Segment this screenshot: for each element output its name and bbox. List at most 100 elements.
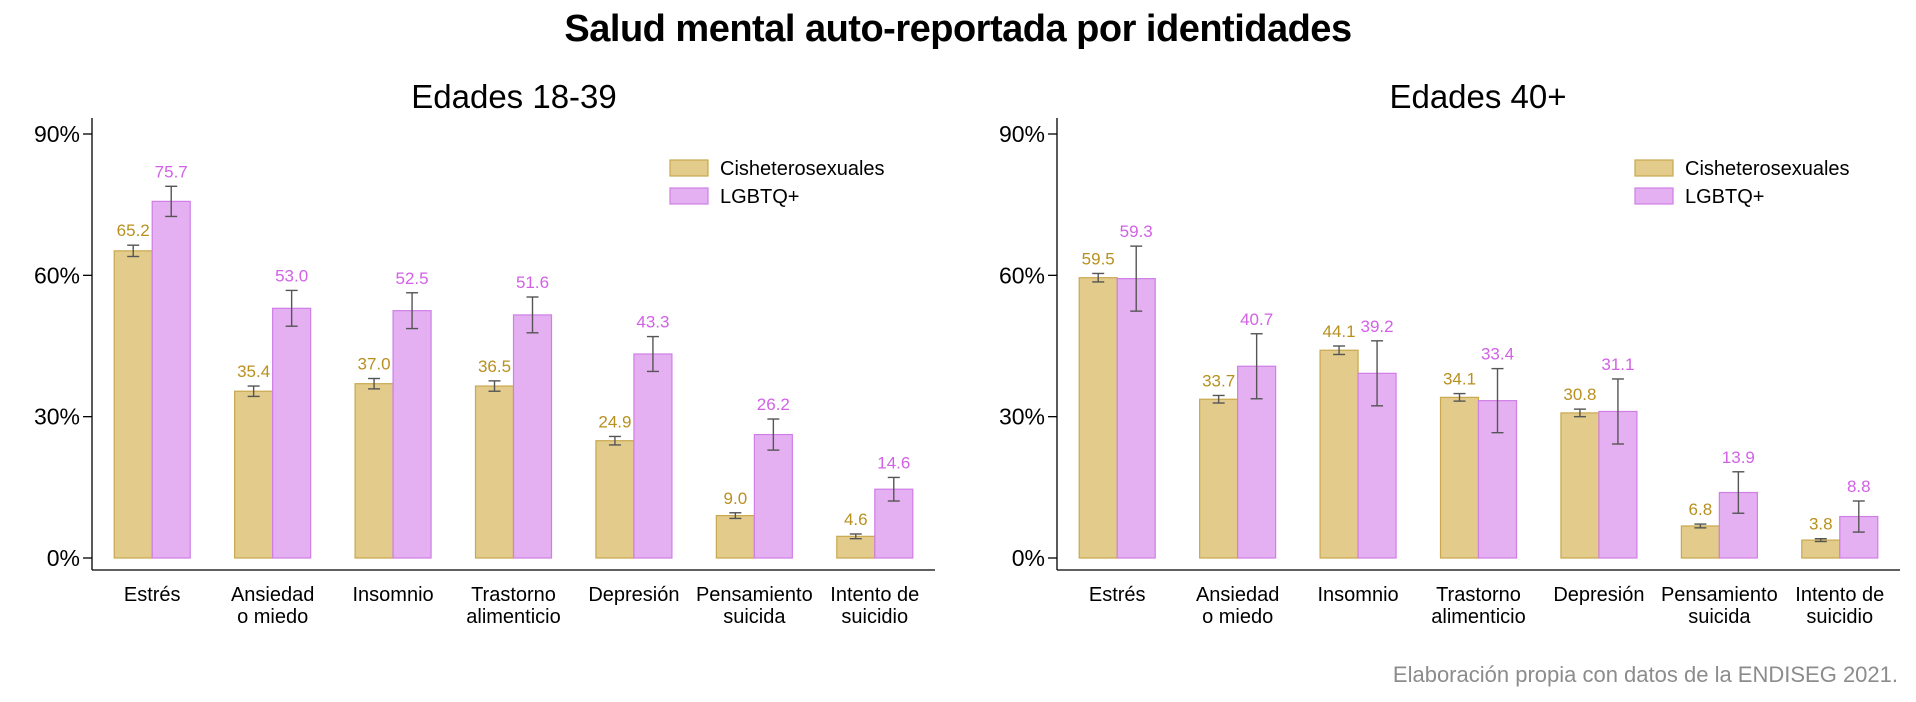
data-label: 36.5 xyxy=(478,357,511,376)
legend-label: LGBTQ+ xyxy=(720,186,799,208)
x-tick-label: Intento de suicidio xyxy=(830,584,919,628)
x-tick-label-line: alimenticio xyxy=(466,606,560,628)
data-label: 13.9 xyxy=(1722,448,1755,467)
y-tick-label: 0% xyxy=(1012,545,1045,571)
bar-cisheterosexuales xyxy=(836,535,876,559)
legend-swatch-cisheterosexuales xyxy=(1634,159,1674,177)
data-label: 44.1 xyxy=(1323,322,1356,341)
y-tick-label: 0% xyxy=(47,545,80,571)
data-label: 59.3 xyxy=(1120,222,1153,241)
error-bar xyxy=(488,380,501,392)
legend-label: LGBTQ+ xyxy=(1685,186,1764,208)
data-label: 75.7 xyxy=(155,162,188,181)
error-bar xyxy=(1573,408,1586,418)
x-tick-label-line: Intento de xyxy=(1795,584,1884,606)
x-tick-label: Estrés xyxy=(1089,584,1146,606)
error-bar xyxy=(165,185,178,218)
x-tick-label-line: Ansiedad xyxy=(1196,584,1279,606)
panel-title: Edades 18-39 xyxy=(411,78,617,115)
x-tick-label-line: alimenticio xyxy=(1431,606,1525,628)
x-tick-label-line: Insomnio xyxy=(352,584,433,606)
data-label: 51.6 xyxy=(516,273,549,292)
error-bar xyxy=(1814,537,1827,543)
data-label: 53.0 xyxy=(275,266,308,285)
y-tick-label: 30% xyxy=(999,404,1045,430)
data-label: 43.3 xyxy=(636,313,669,332)
data-label: 30.8 xyxy=(1563,385,1596,404)
bar-cisheterosexuales xyxy=(1319,349,1359,559)
data-label: 33.7 xyxy=(1202,371,1235,390)
data-label: 3.8 xyxy=(1809,515,1833,534)
x-tick-label-line: Trastorno xyxy=(1436,584,1521,606)
error-bar xyxy=(406,292,419,330)
bar-lgbtq xyxy=(753,433,793,559)
error-bar xyxy=(1491,367,1504,434)
x-tick-label-line: Intento de xyxy=(830,584,919,606)
source-note: Elaboración propia con datos de la ENDIS… xyxy=(1392,662,1898,687)
bar-lgbtq xyxy=(151,200,191,559)
data-label: 40.7 xyxy=(1240,310,1273,329)
data-label: 59.5 xyxy=(1082,249,1115,268)
x-tick-label: Ansiedad o miedo xyxy=(1196,584,1279,628)
x-tick-label: Intento de suicidio xyxy=(1795,584,1884,628)
bar-cisheterosexuales xyxy=(715,514,755,559)
bar-cisheterosexuales xyxy=(1199,398,1239,559)
x-tick-label-line: Depresión xyxy=(588,584,679,606)
x-tick-label: Trastorno alimenticio xyxy=(1431,584,1525,628)
error-bar xyxy=(1371,340,1384,407)
bar-lgbtq xyxy=(1116,278,1156,559)
y-tick-label: 90% xyxy=(999,121,1045,147)
data-label: 65.2 xyxy=(117,221,150,240)
bar-lgbtq xyxy=(392,310,432,559)
x-tick-label-line: Estrés xyxy=(124,584,181,606)
data-label: 35.4 xyxy=(237,362,270,381)
error-bar xyxy=(1852,500,1865,533)
data-label: 4.6 xyxy=(844,510,868,529)
error-bar xyxy=(1092,272,1105,283)
x-tick-label-line: o miedo xyxy=(1202,606,1273,628)
x-tick-label: Depresión xyxy=(1553,584,1644,606)
error-bar xyxy=(1333,345,1346,356)
bar-cisheterosexuales xyxy=(595,440,635,559)
x-tick-label: Trastorno alimenticio xyxy=(466,584,560,628)
chart-main-title: Salud mental auto-reportada por identida… xyxy=(564,8,1352,50)
data-label: 31.1 xyxy=(1601,355,1634,374)
error-bar xyxy=(1250,333,1263,400)
data-label: 24.9 xyxy=(598,412,631,431)
error-bar xyxy=(1732,471,1745,514)
x-tick-label-line: suicidio xyxy=(1806,606,1873,628)
legend-label: Cisheterosexuales xyxy=(1685,158,1850,180)
error-bar xyxy=(646,335,659,373)
x-tick-label: Ansiedad o miedo xyxy=(231,584,314,628)
bar-lgbtq xyxy=(512,314,553,559)
data-label: 14.6 xyxy=(877,453,910,472)
y-tick-label: 30% xyxy=(34,404,80,430)
chart-panel-1: Edades 18-39 0% 30% 60% 90% 65.2 75.7 Estrés 35.… xyxy=(34,78,935,628)
legend-swatch-cisheterosexuales xyxy=(669,159,709,177)
data-label: 52.5 xyxy=(396,269,429,288)
x-tick-label: Depresión xyxy=(588,584,679,606)
x-tick-label-line: Trastorno xyxy=(471,584,556,606)
y-tick-label: 60% xyxy=(999,262,1045,288)
x-tick-label: Insomnio xyxy=(1317,584,1398,606)
x-tick-label: Pensamiento suicida xyxy=(1661,584,1778,628)
error-bar xyxy=(1694,523,1707,529)
bar-cisheterosexuales xyxy=(1680,525,1720,559)
data-label: 6.8 xyxy=(1689,500,1713,519)
data-label: 8.8 xyxy=(1847,477,1871,496)
x-tick-label: Pensamiento suicida xyxy=(696,584,813,628)
bar-cisheterosexuales xyxy=(234,390,274,559)
x-tick-label: Insomnio xyxy=(352,584,433,606)
chart-panel-2: Edades 40+ 0% 30% 60% 90% 59.5 59.3 Estrés 33.7 4… xyxy=(999,78,1900,628)
bar-cisheterosexuales xyxy=(1439,396,1480,559)
x-tick-label-line: suicidio xyxy=(841,606,908,628)
data-label: 26.2 xyxy=(757,395,790,414)
x-tick-label: Estrés xyxy=(124,584,181,606)
error-bar xyxy=(1453,392,1466,402)
bar-cisheterosexuales xyxy=(354,383,394,559)
error-bar xyxy=(608,435,621,446)
data-label: 34.1 xyxy=(1443,370,1476,389)
y-tick-label: 90% xyxy=(34,121,80,147)
bar-cisheterosexuales xyxy=(1560,412,1600,559)
